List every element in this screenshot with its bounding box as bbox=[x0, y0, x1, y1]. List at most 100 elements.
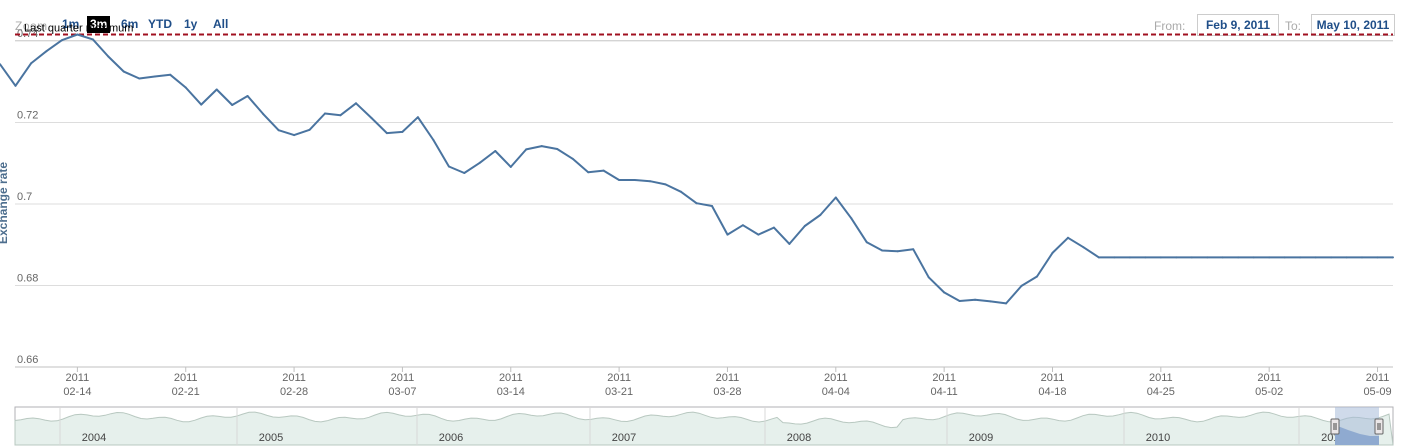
data-point[interactable] bbox=[1252, 256, 1255, 259]
data-point[interactable] bbox=[943, 291, 946, 294]
data-point[interactable] bbox=[1221, 256, 1224, 259]
data-point[interactable] bbox=[1097, 256, 1100, 259]
data-point[interactable] bbox=[772, 226, 775, 229]
data-point[interactable] bbox=[649, 180, 652, 183]
data-point[interactable] bbox=[432, 139, 435, 141]
data-point[interactable] bbox=[200, 103, 203, 106]
data-point[interactable] bbox=[1206, 256, 1209, 259]
data-point[interactable] bbox=[1314, 256, 1317, 259]
data-point[interactable] bbox=[246, 95, 249, 97]
data-point[interactable] bbox=[695, 202, 698, 205]
data-point[interactable] bbox=[339, 114, 342, 117]
data-point[interactable] bbox=[447, 165, 450, 168]
data-point[interactable] bbox=[1361, 256, 1363, 259]
data-point[interactable] bbox=[1330, 256, 1333, 259]
data-point[interactable] bbox=[525, 148, 528, 151]
data-point[interactable] bbox=[1144, 256, 1147, 259]
data-point[interactable] bbox=[122, 70, 125, 73]
data-point[interactable] bbox=[680, 190, 682, 193]
data-point[interactable] bbox=[0, 63, 1, 66]
data-point[interactable] bbox=[850, 217, 853, 220]
data-point[interactable] bbox=[726, 233, 729, 236]
data-point[interactable] bbox=[324, 112, 326, 115]
data-point[interactable] bbox=[788, 242, 791, 245]
zoom-button-3m[interactable]: 3m bbox=[87, 16, 111, 33]
data-point[interactable] bbox=[757, 233, 760, 236]
zoom-button-ytd[interactable]: YTD bbox=[148, 17, 172, 31]
data-point[interactable] bbox=[1175, 256, 1178, 259]
data-point[interactable] bbox=[927, 276, 930, 279]
data-point[interactable] bbox=[370, 117, 373, 119]
data-point[interactable] bbox=[107, 55, 110, 58]
data-point[interactable] bbox=[14, 84, 17, 87]
data-point[interactable] bbox=[1020, 284, 1023, 287]
data-point[interactable] bbox=[1345, 256, 1348, 259]
data-point[interactable] bbox=[262, 112, 265, 115]
data-point[interactable] bbox=[91, 38, 94, 41]
to-date-input[interactable]: May 10, 2011 bbox=[1311, 14, 1395, 36]
data-point[interactable] bbox=[974, 298, 977, 301]
data-point[interactable] bbox=[633, 179, 636, 181]
data-point[interactable] bbox=[989, 300, 992, 303]
data-point[interactable] bbox=[184, 86, 187, 89]
data-point[interactable] bbox=[664, 183, 667, 186]
zoom-button-6m[interactable]: 6m bbox=[121, 17, 139, 31]
navigator-left-handle[interactable] bbox=[1330, 418, 1340, 435]
data-point[interactable] bbox=[741, 224, 744, 227]
data-point[interactable] bbox=[1128, 256, 1131, 259]
data-point[interactable] bbox=[881, 249, 884, 252]
data-point[interactable] bbox=[1237, 256, 1240, 259]
handle-grip[interactable] bbox=[1374, 418, 1384, 435]
data-point[interactable] bbox=[711, 205, 713, 207]
data-point[interactable] bbox=[60, 39, 63, 42]
data-point[interactable] bbox=[1283, 256, 1286, 259]
data-point[interactable] bbox=[153, 75, 156, 78]
zoom-button-1m[interactable]: 1m bbox=[62, 17, 80, 31]
data-point[interactable] bbox=[803, 225, 806, 227]
data-point[interactable] bbox=[1268, 256, 1271, 259]
zoom-button-all[interactable]: All bbox=[213, 17, 229, 31]
data-point[interactable] bbox=[1376, 256, 1379, 259]
data-point[interactable] bbox=[834, 196, 837, 199]
data-point[interactable] bbox=[494, 150, 497, 152]
data-point[interactable] bbox=[355, 102, 357, 105]
data-point[interactable] bbox=[1159, 256, 1162, 259]
data-point[interactable] bbox=[819, 214, 822, 216]
data-point[interactable] bbox=[958, 300, 961, 302]
data-point[interactable] bbox=[401, 130, 404, 133]
navigator-right-handle[interactable] bbox=[1374, 418, 1384, 435]
data-point[interactable] bbox=[463, 172, 466, 174]
data-point[interactable] bbox=[1190, 256, 1193, 259]
data-point[interactable] bbox=[308, 128, 311, 131]
data-point[interactable] bbox=[896, 250, 899, 253]
data-point[interactable] bbox=[1392, 256, 1394, 259]
data-point[interactable] bbox=[1299, 256, 1302, 259]
data-point[interactable] bbox=[509, 165, 512, 168]
data-point[interactable] bbox=[865, 241, 868, 244]
data-point[interactable] bbox=[385, 132, 388, 135]
from-date-input[interactable]: Feb 9, 2011 bbox=[1197, 14, 1279, 36]
data-point[interactable] bbox=[45, 50, 48, 53]
data-point[interactable] bbox=[571, 157, 574, 160]
data-point[interactable] bbox=[556, 148, 559, 150]
data-point[interactable] bbox=[1113, 256, 1116, 259]
data-point[interactable] bbox=[277, 129, 280, 132]
data-point[interactable] bbox=[231, 104, 234, 106]
data-point[interactable] bbox=[416, 116, 419, 119]
data-point[interactable] bbox=[587, 171, 590, 174]
data-point[interactable] bbox=[215, 88, 218, 91]
data-point[interactable] bbox=[602, 169, 605, 172]
series-line[interactable] bbox=[0, 33, 1393, 305]
data-point[interactable] bbox=[1082, 246, 1085, 249]
data-point[interactable] bbox=[1036, 275, 1038, 278]
data-point[interactable] bbox=[478, 161, 481, 164]
data-point[interactable] bbox=[618, 179, 621, 181]
data-point[interactable] bbox=[76, 33, 79, 36]
data-point[interactable] bbox=[540, 145, 543, 148]
data-point[interactable] bbox=[169, 73, 172, 76]
data-point[interactable] bbox=[293, 134, 296, 137]
data-point[interactable] bbox=[912, 248, 915, 251]
data-point[interactable] bbox=[1051, 251, 1054, 254]
data-point[interactable] bbox=[30, 62, 32, 65]
data-point[interactable] bbox=[138, 77, 141, 80]
